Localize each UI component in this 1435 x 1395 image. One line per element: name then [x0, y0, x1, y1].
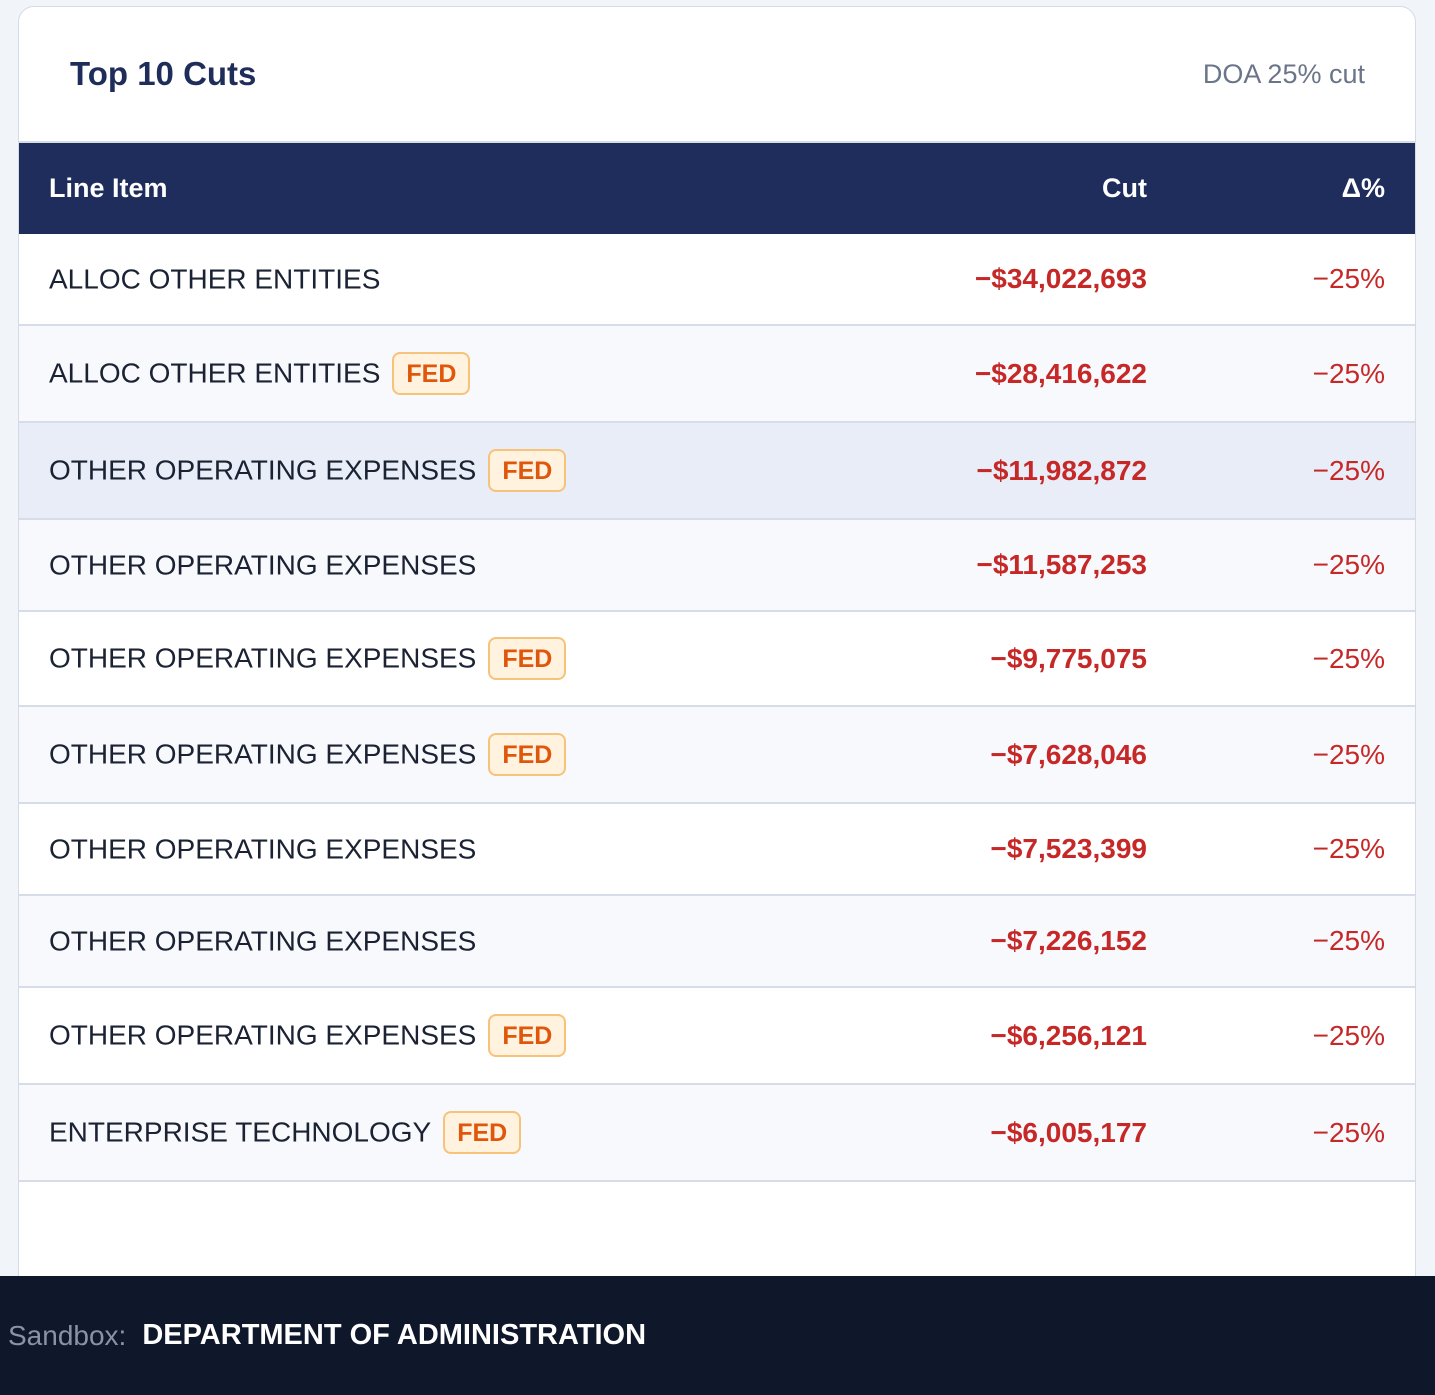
delta-percent-cell: −25% [1177, 987, 1415, 1085]
sandbox-footer: Sandbox: DEPARTMENT OF ADMINISTRATION [0, 1276, 1435, 1395]
line-item-label: OTHER OPERATING EXPENSES [49, 833, 477, 865]
cut-amount-cell: −$11,587,253 [847, 519, 1177, 612]
fed-badge: FED [443, 1111, 522, 1154]
cut-amount-cell: −$7,628,046 [847, 706, 1177, 804]
cut-amount-cell: −$7,523,399 [847, 803, 1177, 896]
cut-amount-cell: −$9,775,075 [847, 611, 1177, 707]
line-item-label: OTHER OPERATING EXPENSES [49, 1019, 477, 1051]
table-header-row: Line Item Cut Δ% [19, 143, 1415, 234]
cut-amount-cell: −$6,256,121 [847, 987, 1177, 1085]
table-row[interactable]: OTHER OPERATING EXPENSES −$11,587,253 −25% [19, 519, 1415, 612]
line-item-cell: OTHER OPERATING EXPENSES FED [19, 422, 847, 520]
delta-percent-cell: −25% [1177, 611, 1415, 707]
cut-amount-cell: −$28,416,622 [847, 325, 1177, 423]
line-item-cell: ALLOC OTHER ENTITIES [19, 234, 847, 326]
table-row[interactable]: OTHER OPERATING EXPENSES FED −$7,628,046 −2… [19, 706, 1415, 804]
line-item-label: ALLOC OTHER ENTITIES [49, 357, 381, 389]
fed-badge: FED [488, 733, 567, 776]
line-item-label: ENTERPRISE TECHNOLOGY [49, 1116, 432, 1148]
column-header-line-item[interactable]: Line Item [49, 173, 168, 203]
cut-amount-cell: −$6,005,177 [847, 1084, 1177, 1182]
delta-percent-cell: −25% [1177, 803, 1415, 896]
table-row[interactable]: OTHER OPERATING EXPENSES FED −$11,982,872−… [19, 422, 1415, 520]
sandbox-label: Sandbox: [8, 1319, 127, 1351]
table-row[interactable]: ALLOC OTHER ENTITIES −$34,022,693 −25% [19, 234, 1415, 326]
line-item-cell: OTHER OPERATING EXPENSES [19, 895, 847, 988]
line-item-cell: OTHER OPERATING EXPENSES FED [19, 611, 847, 707]
cut-amount-cell: −$7,226,152 [847, 895, 1177, 988]
table-body: ALLOC OTHER ENTITIES −$34,022,693 −25% ALLO… [19, 234, 1415, 1182]
table-row[interactable]: OTHER OPERATING EXPENSES FED −$9,775,075 −2… [19, 611, 1415, 707]
cut-amount-cell: −$34,022,693 [847, 234, 1177, 326]
line-item-label: OTHER OPERATING EXPENSES [49, 642, 477, 674]
delta-percent-cell: −25% [1177, 422, 1415, 520]
table-row[interactable]: OTHER OPERATING EXPENSES FED −$6,256,121 −2… [19, 987, 1415, 1085]
line-item-cell: OTHER OPERATING EXPENSES [19, 519, 847, 612]
delta-percent-cell: −25% [1177, 706, 1415, 804]
line-item-label: OTHER OPERATING EXPENSES [49, 549, 477, 581]
line-item-label: OTHER OPERATING EXPENSES [49, 925, 477, 957]
line-item-cell: ALLOC OTHER ENTITIES FED [19, 325, 847, 423]
table-row[interactable]: ALLOC OTHER ENTITIES FED −$28,416,622 −25% [19, 325, 1415, 423]
line-item-cell: ENTERPRISE TECHNOLOGY FED [19, 1084, 847, 1182]
top-cuts-card: Top 10 Cuts DOA 25% cut Line Item Cut Δ%… [18, 6, 1416, 1306]
delta-percent-cell: −25% [1177, 325, 1415, 423]
card-subtitle: DOA 25% cut [1202, 58, 1365, 89]
fed-badge: FED [488, 449, 567, 492]
cut-amount-cell: −$11,982,872 [847, 422, 1177, 520]
line-item-cell: OTHER OPERATING EXPENSES FED [19, 987, 847, 1085]
column-header-delta-pct[interactable]: Δ% [1341, 173, 1385, 203]
line-item-label: OTHER OPERATING EXPENSES [49, 738, 477, 770]
table-row[interactable]: OTHER OPERATING EXPENSES −$7,523,399 −25% [19, 803, 1415, 896]
cuts-table: Line Item Cut Δ% ALLOC OTHER ENTITIES −$3… [19, 143, 1415, 1182]
fed-badge: FED [488, 637, 567, 680]
delta-percent-cell: −25% [1177, 895, 1415, 988]
line-item-cell: OTHER OPERATING EXPENSES [19, 803, 847, 896]
line-item-label: ALLOC OTHER ENTITIES [49, 263, 381, 295]
column-header-cut[interactable]: Cut [1102, 173, 1147, 203]
sandbox-department: DEPARTMENT OF ADMINISTRATION [142, 1319, 647, 1351]
fed-badge: FED [488, 1014, 567, 1057]
card-title: Top 10 Cuts [70, 55, 257, 92]
delta-percent-cell: −25% [1177, 519, 1415, 612]
table-row[interactable]: OTHER OPERATING EXPENSES −$7,226,152 −25% [19, 895, 1415, 988]
delta-percent-cell: −25% [1177, 234, 1415, 326]
card-header: Top 10 Cuts DOA 25% cut [19, 7, 1415, 143]
fed-badge: FED [392, 352, 471, 395]
delta-percent-cell: −25% [1177, 1084, 1415, 1182]
line-item-cell: OTHER OPERATING EXPENSES FED [19, 706, 847, 804]
table-row[interactable]: ENTERPRISE TECHNOLOGY FED −$6,005,177 −25% [19, 1084, 1415, 1182]
line-item-label: OTHER OPERATING EXPENSES [49, 454, 477, 486]
